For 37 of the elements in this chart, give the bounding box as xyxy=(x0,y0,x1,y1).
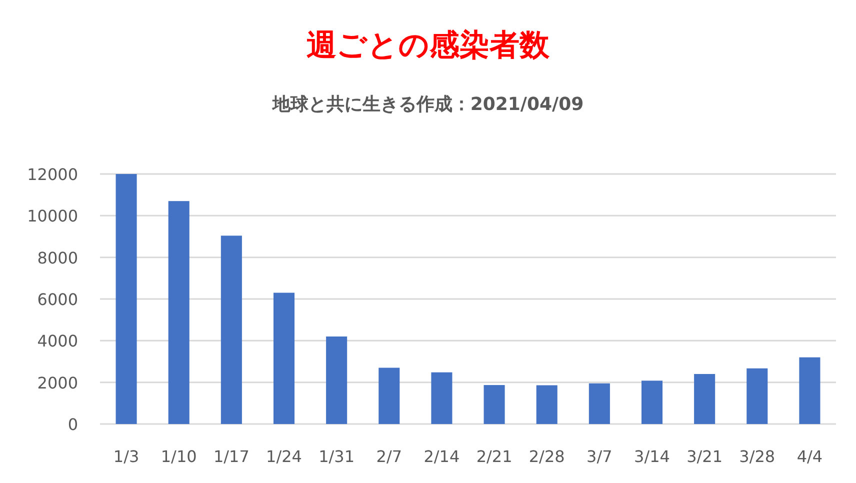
bar xyxy=(746,368,768,424)
chart-title: 週ごとの感染者数 xyxy=(306,28,550,63)
x-tick-label: 1/31 xyxy=(318,447,355,466)
y-tick-label: 10000 xyxy=(27,206,78,226)
bar xyxy=(694,374,716,424)
x-tick-label: 4/4 xyxy=(796,447,823,466)
x-tick-label: 2/7 xyxy=(376,447,402,466)
x-tick-label: 2/21 xyxy=(476,447,512,466)
bar xyxy=(588,383,610,424)
bar xyxy=(536,385,558,424)
bar xyxy=(484,385,505,424)
x-tick-label: 1/17 xyxy=(213,447,250,466)
x-tick-label: 1/24 xyxy=(266,447,302,466)
bar xyxy=(116,174,137,424)
bar xyxy=(273,292,295,424)
x-tick-label: 3/28 xyxy=(739,447,776,466)
y-tick-label: 8000 xyxy=(37,248,78,268)
x-tick-label: 2/14 xyxy=(424,447,460,466)
x-tick-label: 3/21 xyxy=(686,447,723,466)
bar xyxy=(168,201,190,424)
chart-subtitle: 地球と共に生きる作成：2021/04/09 xyxy=(271,94,584,115)
bar xyxy=(326,336,348,424)
x-tick-label: 3/7 xyxy=(586,447,612,466)
x-tick-label: 2/28 xyxy=(528,447,565,466)
x-tick-label: 3/14 xyxy=(634,447,670,466)
y-tick-label: 0 xyxy=(68,415,78,434)
bar xyxy=(641,380,663,424)
y-tick-label: 12000 xyxy=(27,165,78,184)
x-tick-label: 1/10 xyxy=(160,447,197,466)
y-tick-label: 6000 xyxy=(37,290,78,309)
bar xyxy=(431,372,452,424)
x-tick-label: 1/3 xyxy=(113,447,140,466)
bar xyxy=(378,368,400,424)
y-tick-label: 2000 xyxy=(37,373,78,392)
bar xyxy=(220,236,242,424)
bar xyxy=(799,357,820,424)
y-tick-label: 4000 xyxy=(37,332,78,351)
